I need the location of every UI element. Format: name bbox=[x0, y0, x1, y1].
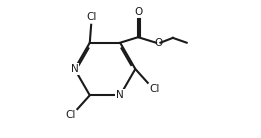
Text: Cl: Cl bbox=[149, 84, 159, 94]
Text: Cl: Cl bbox=[86, 12, 96, 22]
Text: O: O bbox=[135, 7, 143, 17]
Text: O: O bbox=[154, 38, 162, 48]
Text: N: N bbox=[71, 64, 79, 74]
Text: Cl: Cl bbox=[66, 111, 76, 120]
Text: N: N bbox=[116, 90, 124, 100]
